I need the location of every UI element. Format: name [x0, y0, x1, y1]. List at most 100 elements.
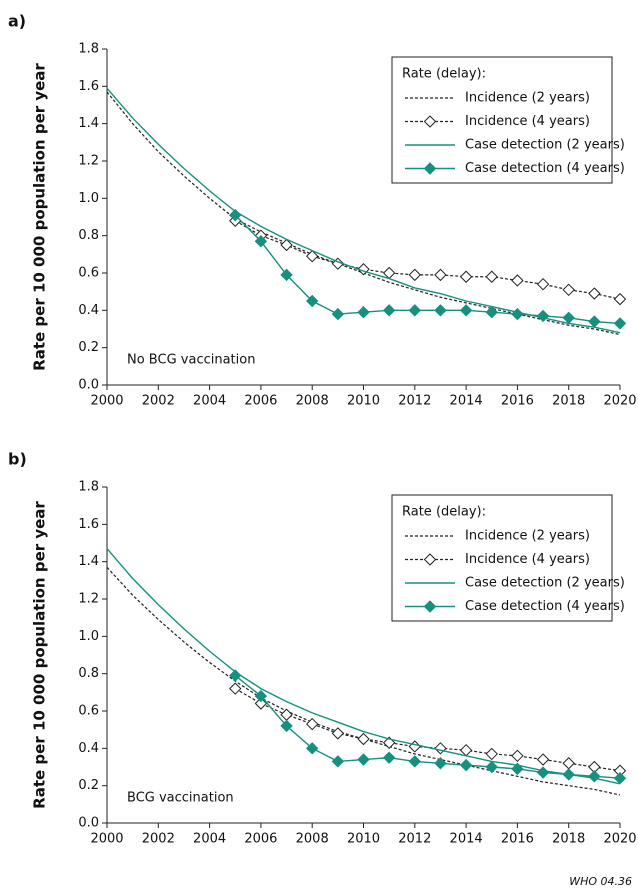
marker — [254, 235, 268, 248]
y-tick-label: 1.8 — [78, 480, 99, 495]
legend-label: Incidence (4 years) — [465, 552, 590, 567]
x-tick-label: 2020 — [603, 394, 636, 409]
x-tick-label: 2018 — [552, 394, 585, 409]
y-tick-label: 0.6 — [78, 266, 99, 281]
marker — [434, 304, 447, 317]
marker — [434, 268, 447, 282]
series-line — [234, 220, 621, 300]
marker — [408, 304, 422, 317]
y-tick-label: 0.8 — [78, 666, 99, 681]
y-tick-label: 0.4 — [78, 303, 99, 318]
marker — [588, 287, 601, 300]
series-line — [234, 674, 621, 779]
x-tick-label: 2006 — [244, 832, 277, 847]
marker — [613, 317, 627, 330]
marker — [459, 743, 473, 757]
marker — [408, 755, 422, 768]
y-tick-label: 1.4 — [78, 554, 99, 569]
marker — [562, 283, 575, 297]
marker — [511, 307, 524, 321]
x-tick-label: 2006 — [244, 394, 277, 409]
marker — [305, 742, 319, 755]
y-tick-label: 0.2 — [78, 340, 99, 355]
marker — [254, 689, 268, 703]
marker — [511, 749, 524, 763]
x-tick-label: 2008 — [296, 394, 329, 409]
panel-label: b) — [8, 450, 27, 469]
legend-title: Rate (delay): — [402, 505, 486, 520]
x-tick-label: 2020 — [603, 832, 636, 847]
marker — [562, 757, 575, 770]
x-tick-label: 2008 — [296, 832, 329, 847]
legend-label: Case detection (2 years) — [465, 138, 625, 153]
marker — [357, 753, 370, 766]
annotation: No BCG vaccination — [127, 353, 255, 368]
y-tick-label: 1.0 — [78, 629, 99, 644]
x-tick-label: 2016 — [501, 832, 534, 847]
legend-title: Rate (delay): — [402, 67, 486, 82]
marker — [280, 238, 293, 252]
marker — [485, 305, 498, 319]
marker — [536, 753, 550, 766]
x-tick-label: 2004 — [193, 394, 226, 409]
marker — [305, 717, 319, 731]
x-tick-label: 2018 — [552, 832, 585, 847]
marker — [408, 268, 422, 282]
marker — [459, 304, 473, 317]
marker — [588, 315, 601, 328]
series-line — [234, 214, 621, 325]
marker — [331, 307, 345, 321]
marker — [331, 727, 345, 740]
marker — [382, 751, 396, 764]
marker — [254, 697, 268, 710]
marker — [305, 294, 319, 308]
series-line — [234, 688, 621, 772]
marker — [382, 736, 396, 749]
x-tick-label: 2002 — [142, 394, 175, 409]
x-tick-label: 2014 — [450, 832, 483, 847]
y-tick-label: 1.0 — [78, 191, 99, 206]
marker — [408, 740, 422, 753]
marker — [229, 669, 242, 682]
x-tick-label: 2012 — [398, 394, 431, 409]
y-tick-label: 1.2 — [78, 154, 99, 169]
marker — [613, 292, 627, 306]
marker — [511, 762, 524, 776]
marker — [562, 311, 575, 325]
marker — [229, 208, 242, 222]
marker — [382, 304, 396, 317]
marker — [536, 309, 550, 323]
marker — [485, 760, 498, 774]
marker — [434, 742, 447, 755]
x-tick-label: 2012 — [398, 832, 431, 847]
legend-label: Case detection (2 years) — [465, 576, 625, 591]
annotation: BCG vaccination — [127, 791, 234, 806]
marker — [459, 270, 473, 283]
y-tick-label: 0.0 — [78, 378, 99, 393]
legend-marker — [423, 553, 437, 566]
y-tick-label: 1.4 — [78, 116, 99, 131]
legend-label: Case detection (4 years) — [465, 161, 625, 176]
marker — [459, 758, 473, 772]
marker — [229, 682, 242, 695]
marker — [511, 274, 524, 287]
series-line — [106, 548, 621, 785]
y-tick-label: 1.8 — [78, 42, 99, 57]
y-tick-label: 0.4 — [78, 741, 99, 756]
credit: WHO 04.36 — [569, 875, 632, 888]
marker — [357, 732, 370, 746]
x-tick-label: 2014 — [450, 394, 483, 409]
marker — [280, 719, 293, 733]
y-tick-label: 1.2 — [78, 592, 99, 607]
y-tick-label: 0.2 — [78, 778, 99, 793]
legend-label: Incidence (4 years) — [465, 114, 590, 129]
marker — [485, 747, 498, 761]
legend-marker — [423, 600, 437, 613]
marker — [536, 766, 550, 779]
y-tick-label: 1.6 — [78, 79, 99, 94]
legend-label: Incidence (2 years) — [465, 529, 590, 544]
legend-marker — [423, 115, 437, 128]
x-tick-label: 2016 — [501, 394, 534, 409]
x-tick-label: 2010 — [347, 832, 380, 847]
